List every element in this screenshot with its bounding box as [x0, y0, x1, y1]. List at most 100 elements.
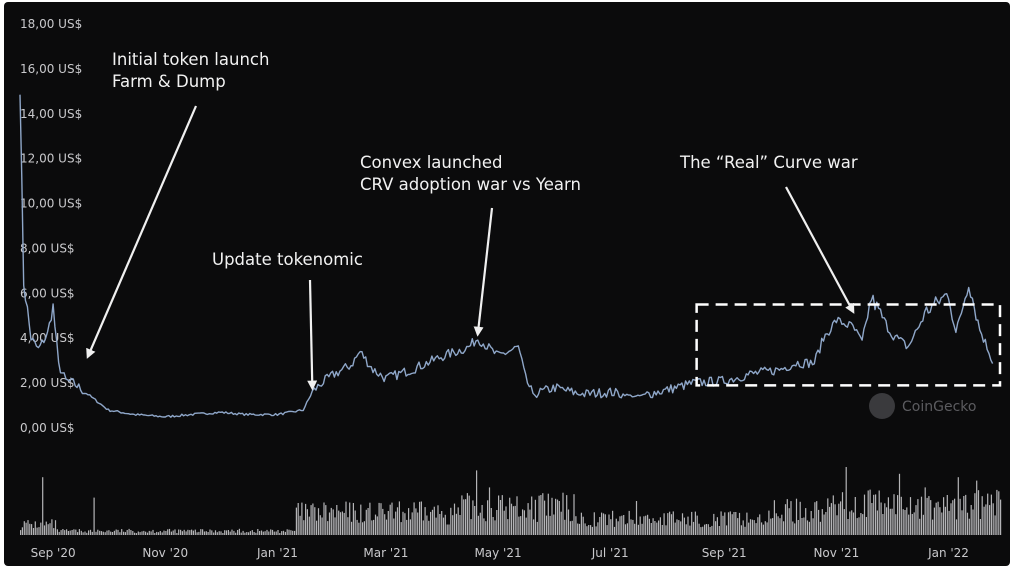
- watermark-text: CoinGecko: [902, 399, 976, 415]
- volume-bar: [729, 511, 731, 535]
- volume-bar: [503, 510, 505, 535]
- volume-bar: [192, 530, 194, 535]
- volume-bar: [108, 530, 110, 535]
- volume-bar: [189, 530, 191, 535]
- volume-bar: [661, 525, 663, 535]
- volume-bar: [746, 512, 748, 535]
- volume-bar: [970, 505, 972, 535]
- annotation: Initial token launch Farm & Dump: [86, 50, 269, 359]
- volume-bar: [821, 509, 823, 535]
- volume-bar: [168, 528, 171, 535]
- volume-bar: [720, 511, 722, 535]
- volume-bar: [66, 529, 68, 535]
- volume-bar: [832, 495, 834, 535]
- x-tick-label: Nov '21: [813, 546, 859, 560]
- volume-bar: [459, 515, 461, 535]
- volume-bar: [834, 504, 836, 535]
- volume-bar: [784, 504, 787, 535]
- volume-bar: [349, 502, 351, 535]
- volume-bar: [597, 522, 599, 535]
- x-tick-label: Mar '21: [363, 546, 408, 560]
- volume-bar: [773, 500, 775, 535]
- volume-bar: [1000, 499, 1002, 535]
- volume-bar: [932, 519, 934, 535]
- volume-bar: [448, 524, 450, 535]
- volume-bar: [91, 531, 93, 535]
- volume-bar: [977, 490, 980, 535]
- volume-bar: [384, 514, 386, 535]
- volume-bar: [358, 522, 360, 535]
- volume-bar: [332, 509, 334, 535]
- volume-bar: [908, 514, 910, 535]
- volume-bar: [178, 529, 180, 535]
- volume-bar: [538, 495, 540, 535]
- volume-bar: [463, 499, 465, 535]
- volume-bar: [156, 531, 158, 535]
- volume-bar: [259, 531, 261, 535]
- volume-bar: [656, 522, 658, 535]
- volume-bar: [378, 502, 380, 535]
- volume-bar: [29, 523, 31, 535]
- volume-bar: [869, 489, 871, 535]
- volume-bar: [555, 498, 557, 535]
- volume-bar: [150, 531, 152, 535]
- volume-bar: [336, 505, 338, 535]
- volume-bar: [450, 507, 452, 535]
- volume-bar: [110, 531, 112, 535]
- volume-bar: [761, 522, 763, 535]
- volume-bar: [437, 505, 439, 535]
- volume-bar: [180, 529, 182, 535]
- annotation-arrow: [473, 207, 494, 337]
- volume-bar: [779, 518, 781, 535]
- volume-bar: [352, 503, 354, 535]
- volume-bar: [612, 510, 614, 535]
- volume-bar: [371, 520, 373, 535]
- volume-bar: [623, 515, 625, 535]
- volume-bar: [529, 509, 531, 535]
- volume-bar: [902, 509, 904, 535]
- volume-bar: [415, 508, 417, 535]
- volume-bar: [299, 515, 301, 535]
- volume-bar: [325, 505, 327, 535]
- volume-bar: [957, 477, 959, 535]
- volume-bar: [404, 513, 406, 535]
- volume-bar: [498, 495, 500, 535]
- volume-bar: [797, 520, 799, 535]
- volume-bar: [534, 499, 536, 535]
- volume-bar: [288, 529, 290, 535]
- volume-bar: [119, 532, 121, 535]
- volume-bar: [584, 523, 586, 535]
- volume-bar: [836, 515, 838, 535]
- volume-bar: [920, 496, 923, 535]
- volume-bar: [305, 503, 307, 535]
- volume-bar: [409, 519, 411, 535]
- volume-bar: [36, 527, 38, 535]
- volume-bar: [442, 517, 445, 535]
- coingecko-watermark: CoinGecko: [869, 393, 976, 419]
- volume-bar: [319, 515, 321, 535]
- volume-bar: [619, 516, 621, 535]
- volume-bar: [726, 525, 728, 535]
- volume-bar: [558, 501, 560, 535]
- volume-bar: [766, 522, 768, 535]
- volume-bar: [551, 497, 553, 535]
- volume-bar: [260, 530, 263, 535]
- volume-bar: [282, 530, 285, 535]
- volume-bar: [84, 531, 86, 535]
- volume-bar: [211, 530, 213, 535]
- volume-bar: [312, 503, 314, 535]
- volume-bar: [536, 521, 538, 535]
- volume-bar: [593, 512, 595, 535]
- volume-bar: [31, 524, 33, 535]
- volume-bar: [253, 532, 255, 535]
- volume-bar: [654, 521, 656, 535]
- volume-bar: [783, 521, 785, 535]
- volume-bar: [380, 503, 382, 535]
- volume-bar: [224, 530, 226, 535]
- volume-bar: [564, 519, 566, 535]
- volume-bar: [97, 529, 99, 535]
- volume-bar: [472, 500, 474, 535]
- volume-bar: [499, 500, 502, 535]
- volume-bar: [863, 494, 866, 535]
- volume-bar: [716, 517, 718, 535]
